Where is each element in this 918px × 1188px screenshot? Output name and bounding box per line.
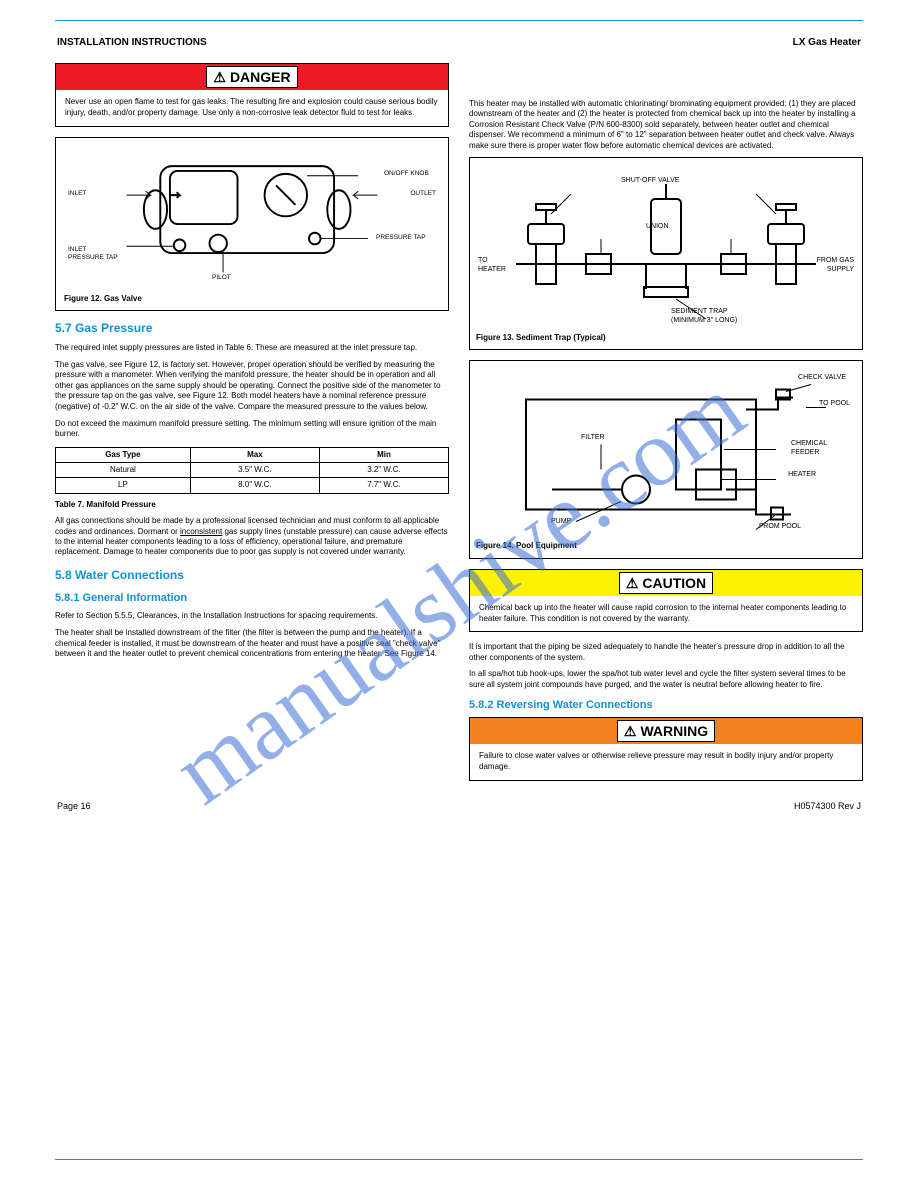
caution-label: CAUTION <box>642 574 706 592</box>
header-left: INSTALLATION INSTRUCTIONS <box>57 36 207 49</box>
label-from-pool: FROM POOL <box>759 522 801 531</box>
footer-right: H0574300 Rev J <box>794 801 861 813</box>
th-gas: Gas Type <box>56 447 191 462</box>
caution-body: Chemical back up into the heater will ca… <box>470 596 862 632</box>
page-footer: Page 16 H0574300 Rev J <box>55 801 863 813</box>
th-max: Max <box>190 447 319 462</box>
warning-alert: ⚠ WARNING Failure to close water valves … <box>469 717 863 781</box>
warning-triangle-icon: ⚠ <box>624 722 637 740</box>
fig13-caption: Figure 13. Sediment Trap (Typical) <box>476 333 856 343</box>
section-5-8-2-title: 5.8.2 Reversing Water Connections <box>469 698 863 712</box>
warning-label: WARNING <box>640 722 708 740</box>
right-column: This heater may be installed with automa… <box>469 63 863 791</box>
danger-body: Never use an open flame to test for gas … <box>56 90 448 126</box>
gas-p3: Do not exceed the maximum manifold press… <box>55 419 449 440</box>
label-outlet: OUTLET <box>410 190 436 198</box>
gas-p1: The required inlet supply pressures are … <box>55 343 449 353</box>
section-5-7-title: 5.7 Gas Pressure <box>55 321 449 337</box>
danger-header: ⚠ DANGER <box>56 64 448 90</box>
caution-alert: ⚠ CAUTION Chemical back up into the heat… <box>469 569 863 633</box>
table-row: LP 8.0" W.C. 7.7" W.C. <box>56 478 449 493</box>
danger-alert: ⚠ DANGER Never use an open flame to test… <box>55 63 449 127</box>
gas-pressure-table: Gas Type Max Min Natural 3.5" W.C. 3.2" … <box>55 447 449 494</box>
table7-caption: Table 7. Manifold Pressure <box>55 500 449 510</box>
figure-13: SHUT-OFF VALVE UNION TO HEATER FROM GAS … <box>469 157 863 350</box>
label-heater: HEATER <box>788 470 816 479</box>
label-shutoff: SHUT-OFF VALVE <box>621 176 679 185</box>
label-to-pool: TO POOL <box>819 399 850 408</box>
section-5-8-title: 5.8 Water Connections <box>55 568 449 584</box>
label-from-supply: FROM GAS SUPPLY <box>814 256 854 274</box>
gas-valve-diagram <box>64 142 440 282</box>
label-feeder: CHEMICAL FEEDER <box>791 439 846 457</box>
water-p2: The heater shall be installed downstream… <box>55 628 449 659</box>
gas-p2: The gas valve, see Figure 12, is factory… <box>55 360 449 412</box>
table-row: Natural 3.5" W.C. 3.2" W.C. <box>56 463 449 478</box>
danger-label: DANGER <box>230 68 291 86</box>
gas-pressure-text: The required inlet supply pressures are … <box>55 343 449 440</box>
water-text: Refer to Section 5.5.5, Clearances, in t… <box>55 611 449 660</box>
water-p3: This heater may be installed with automa… <box>469 99 863 151</box>
page-content: INSTALLATION INSTRUCTIONS LX Gas Heater … <box>55 20 863 1160</box>
label-check-valve: CHECK VALVE <box>798 373 846 382</box>
figure-12: INLET OUTLET ON/OFF KNOB PRESSURE TAP PI… <box>55 137 449 311</box>
p-spa: In all spa/hot tub hook-ups, lower the s… <box>469 669 863 690</box>
footer-left: Page 16 <box>57 801 91 813</box>
sediment-diagram <box>476 164 856 334</box>
section-5-8-1-title: 5.8.1 General Information <box>55 591 449 605</box>
warning-body: Failure to close water valves or otherwi… <box>470 744 862 780</box>
p-after-caution: It is important that the piping be sized… <box>469 642 863 663</box>
left-column: ⚠ DANGER Never use an open flame to test… <box>55 63 449 791</box>
warning-header: ⚠ WARNING <box>470 718 862 744</box>
header-right: LX Gas Heater <box>793 36 861 49</box>
warning-triangle-icon: ⚠ <box>213 68 226 86</box>
label-onoff: ON/OFF KNOB <box>384 170 436 178</box>
label-union: UNION <box>646 222 669 231</box>
gas-p4: All gas connections should be made by a … <box>55 516 449 558</box>
label-pump: PUMP <box>551 517 571 526</box>
label-pressure-tap: PRESSURE TAP <box>376 234 436 242</box>
caution-header: ⚠ CAUTION <box>470 570 862 596</box>
th-min: Min <box>319 447 448 462</box>
figure-14: CHECK VALVE TO POOL CHEMICAL FEEDER HEAT… <box>469 360 863 558</box>
label-filter: FILTER <box>581 433 605 442</box>
label-pilot: PILOT <box>212 274 231 282</box>
fig14-caption: Figure 14. Pool Equipment <box>476 541 856 551</box>
page-header: INSTALLATION INSTRUCTIONS LX Gas Heater <box>55 36 863 49</box>
water-p1: Refer to Section 5.5.5, Clearances, in t… <box>55 611 449 621</box>
label-to-heater: TO HEATER <box>478 256 516 274</box>
label-inlet-tap: INLET PRESSURE TAP <box>68 246 118 263</box>
label-inlet: INLET <box>68 190 86 198</box>
fig12-caption: Figure 12. Gas Valve <box>64 294 440 304</box>
label-trap: SEDIMENT TRAP (MINIMUM 3" LONG) <box>671 307 771 325</box>
warning-triangle-icon: ⚠ <box>626 574 639 592</box>
